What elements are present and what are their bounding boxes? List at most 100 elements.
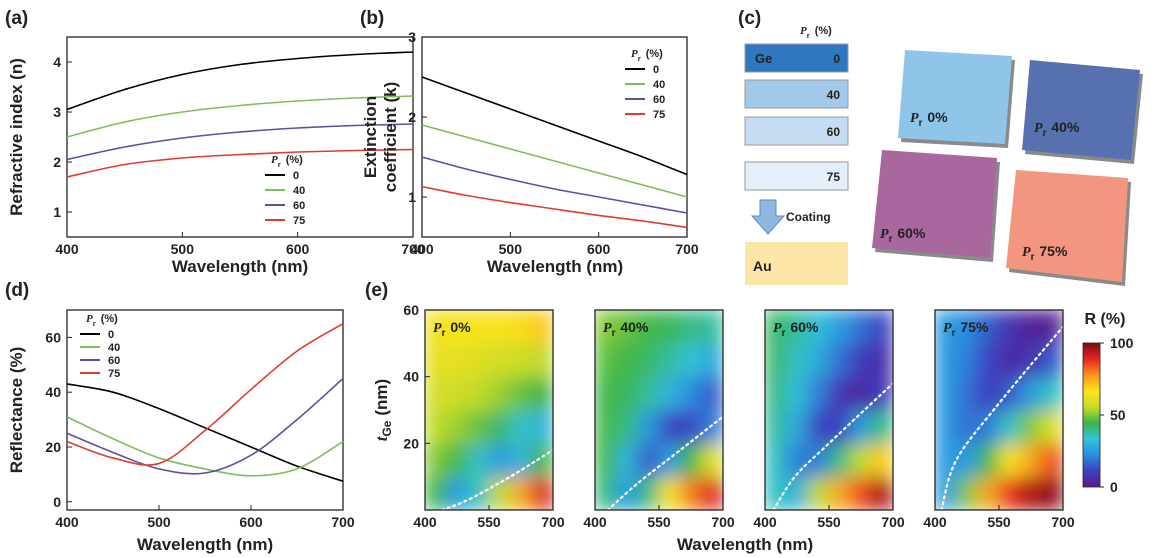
data-line — [66, 377, 344, 475]
heatmap-cell — [871, 376, 893, 411]
y-tick-label: 40 — [45, 384, 61, 400]
heatmap-cell — [445, 342, 469, 378]
heatmap-cell — [849, 376, 873, 411]
heatmap-cells — [425, 310, 553, 510]
heatmap — [935, 310, 1063, 510]
sample-square — [1022, 60, 1140, 160]
rest: (nm) — [372, 379, 391, 416]
heatmap-cell — [615, 409, 639, 444]
rich-label: Pr (%) — [631, 48, 663, 63]
heatmap-cell — [425, 409, 447, 444]
colorbar-label: R (%) — [1085, 311, 1126, 328]
heatmap-cell — [701, 310, 723, 344]
y-tick-label: 20 — [45, 439, 61, 455]
heatmap-cell — [509, 476, 533, 510]
x-tick-label: 400 — [923, 514, 947, 530]
subscript: r — [1031, 252, 1035, 263]
legend-label: 75 — [293, 215, 305, 227]
heatmap-cell — [955, 476, 979, 510]
colorbar-tick-label: 0 — [1110, 479, 1118, 495]
y-tick-label: 1 — [53, 204, 61, 220]
heatmap-cell — [1041, 310, 1063, 344]
heatmap-cell — [467, 342, 490, 378]
plot-frame — [421, 36, 688, 238]
heatmap-cell — [658, 376, 681, 411]
heatmap-cell — [488, 409, 511, 444]
heatmap-cell — [785, 310, 809, 344]
x-tick-label: 700 — [675, 241, 699, 257]
heatmap — [765, 310, 893, 510]
legend-label: 0 — [293, 170, 299, 182]
x-axis-label: Wavelength (nm) — [172, 257, 308, 276]
legend-label: 75 — [653, 109, 665, 121]
y-tick-label: 2 — [408, 109, 416, 125]
heatmap-cell — [828, 409, 851, 444]
y-axis-label: coefficient (k) — [381, 82, 400, 193]
rich-label: Pr 40% — [603, 319, 649, 339]
layer-box — [744, 43, 849, 73]
layer-pr: 75 — [827, 170, 841, 184]
heatmap-cell — [955, 442, 979, 478]
rich-label: tGe (nm) — [372, 379, 394, 441]
symbol: P — [880, 227, 889, 242]
heatmap-cell — [977, 442, 1000, 478]
heatmap-cell — [509, 442, 533, 478]
panel-label: (b) — [360, 8, 384, 29]
heatmap-cell — [615, 442, 639, 478]
heatmap-cell — [849, 476, 873, 510]
heatmap-cell — [828, 342, 851, 378]
data-line — [421, 76, 688, 176]
heatmap-cell — [871, 342, 893, 378]
layer-box — [744, 116, 849, 146]
heatmap-cell — [679, 476, 703, 510]
heatmap-cell — [998, 310, 1021, 344]
heatmap-cell — [701, 376, 723, 411]
heatmap-cell — [977, 409, 1000, 444]
heatmap-cell — [828, 376, 851, 411]
subscript: r — [919, 118, 923, 129]
y-tick-label: 0 — [53, 494, 61, 510]
heatmap-cell — [977, 342, 1000, 378]
heatmap-cell — [1041, 376, 1063, 411]
heatmap-cell — [765, 409, 787, 444]
subscript: r — [612, 328, 616, 339]
substrate-box — [745, 242, 848, 285]
layer-box — [744, 79, 849, 109]
x-tick-label: 400 — [583, 514, 607, 530]
y-tick-label: 40 — [403, 369, 419, 385]
data-line — [66, 383, 344, 482]
rich-label: Pr 0% — [910, 109, 948, 129]
subscript: r — [782, 328, 786, 339]
heatmap-cell — [658, 476, 681, 510]
heatmap-cell — [849, 409, 873, 444]
rest: 75% — [960, 319, 989, 335]
legend-label: 40 — [108, 342, 120, 354]
heatmap-cell — [765, 376, 787, 411]
heatmap-cell — [935, 409, 957, 444]
data-line — [66, 123, 414, 161]
y-axis-label: Extinction — [361, 96, 380, 178]
heatmap — [595, 310, 723, 510]
heatmap-cell — [1019, 310, 1043, 344]
heatmap-cell — [658, 310, 681, 344]
heatmap-cell — [998, 342, 1021, 378]
panel-label: (d) — [5, 280, 29, 301]
data-line — [66, 416, 344, 477]
heatmap-cell — [637, 376, 660, 411]
heatmap-cell — [765, 310, 787, 344]
heatmap-cell — [807, 409, 830, 444]
heatmap-cell — [828, 476, 851, 510]
subscript: r — [278, 160, 281, 169]
legend-label: 40 — [293, 185, 305, 197]
heatmap-cell — [765, 476, 787, 510]
subscript: r — [889, 234, 893, 245]
heatmap-cell — [595, 409, 617, 444]
rich-label: Pr 0% — [433, 319, 471, 339]
y-tick-label: 4 — [53, 54, 61, 70]
symbol: P — [271, 154, 278, 166]
data-line — [66, 148, 414, 178]
layer-pr: 60 — [827, 125, 841, 139]
heatmap-cell — [871, 310, 893, 344]
x-tick-label: 400 — [410, 241, 434, 257]
heatmap-cells — [595, 310, 723, 510]
